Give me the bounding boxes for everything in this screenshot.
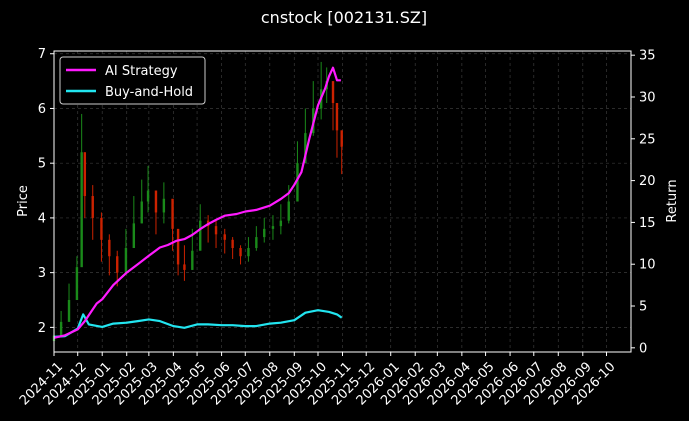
candle-body	[214, 226, 218, 235]
price-candle	[279, 204, 283, 235]
candle-body	[340, 130, 343, 147]
candle-body	[183, 264, 186, 270]
y-left-tick-label: 2	[38, 321, 46, 336]
candle-body	[335, 102, 339, 131]
price-candle	[340, 130, 343, 175]
legend: AI Strategy Buy-and-Hold	[59, 56, 206, 105]
legend-box	[59, 56, 206, 105]
candle-body	[247, 248, 250, 257]
price-candle	[206, 215, 210, 243]
candle-body	[304, 133, 307, 164]
price-candle	[91, 185, 94, 240]
candle-body	[124, 248, 128, 273]
price-candle	[59, 310, 63, 336]
price-candle	[296, 141, 299, 202]
price-candle	[83, 152, 87, 218]
candle-body	[132, 223, 136, 249]
price-candle	[271, 215, 275, 240]
candle-body	[263, 228, 266, 238]
y-right-tick-label: 0	[639, 341, 647, 356]
y-axis-right: 0 5 10 15 20 25 30 35	[631, 49, 656, 356]
price-candle	[124, 228, 128, 273]
candle-body	[162, 198, 166, 213]
price-candle	[75, 256, 79, 301]
y-right-tick-label: 15	[639, 216, 656, 231]
price-candle	[214, 220, 218, 249]
y-axis-right-label: Return	[665, 179, 680, 222]
candle-body	[80, 152, 83, 268]
candle-body	[239, 248, 242, 257]
candle-body	[191, 250, 194, 270]
y-left-tick-label: 5	[38, 157, 46, 172]
y-left-tick-label: 7	[38, 47, 46, 62]
candle-body	[154, 190, 158, 213]
candle-body	[199, 220, 202, 251]
legend-label-ai-strategy: AI Strategy	[105, 64, 178, 79]
candle-body	[83, 152, 87, 197]
candle-body	[91, 196, 94, 218]
y-right-tick-label: 30	[639, 90, 656, 105]
legend-label-buy-and-hold: Buy-and-Hold	[105, 85, 193, 100]
y-left-tick-label: 6	[38, 102, 46, 117]
candle-body	[255, 237, 258, 249]
grid	[53, 51, 631, 352]
y-right-tick-label: 25	[639, 132, 656, 147]
y-left-tick-label: 3	[38, 266, 46, 281]
ai-strategy-line	[53, 66, 341, 339]
candle-body	[176, 228, 180, 265]
y-right-tick-label: 5	[639, 300, 647, 315]
candle-body	[67, 300, 71, 322]
candle-body	[287, 201, 290, 221]
price-candle	[140, 179, 143, 224]
series-lines	[53, 66, 343, 339]
candle-body	[59, 321, 63, 336]
candle-body	[116, 256, 119, 273]
price-candle	[255, 226, 258, 251]
candle-body	[140, 201, 143, 224]
y-right-tick-label: 35	[639, 49, 656, 64]
price-candle	[154, 190, 158, 235]
price-candle	[231, 237, 234, 259]
candle-body	[279, 220, 283, 227]
candle-body	[331, 81, 335, 103]
price-candle	[239, 245, 242, 265]
y-right-tick-label: 10	[639, 258, 656, 273]
candle-body	[75, 267, 79, 301]
candle-body	[296, 163, 299, 202]
chart-title: cnstock [002131.SZ]	[261, 8, 427, 27]
candle-body	[171, 198, 174, 229]
y-left-tick-label: 4	[38, 211, 46, 226]
x-axis: 2024-112024-122025-012025-022025-032025-…	[17, 352, 619, 408]
price-candle	[162, 182, 166, 224]
price-candle	[335, 102, 339, 158]
candle-body	[223, 234, 226, 240]
candle-body	[146, 190, 150, 202]
price-candle	[331, 81, 335, 131]
candle-body	[100, 217, 103, 240]
buy-and-hold-line	[53, 309, 343, 338]
price-candle	[176, 228, 180, 276]
price-candle	[132, 196, 136, 249]
price-candle	[100, 212, 103, 262]
price-candle	[80, 113, 83, 268]
candle-body	[108, 239, 111, 257]
candle-body	[231, 239, 234, 249]
price-candle	[67, 283, 71, 322]
price-candle	[183, 245, 186, 281]
price-candle	[108, 234, 111, 276]
price-candle	[146, 165, 150, 213]
price-candle	[263, 217, 266, 243]
price-candle	[319, 61, 323, 120]
y-axis-left: 2 3 4 5 6 7	[38, 47, 54, 336]
candle-body	[271, 226, 275, 229]
y-right-tick-label: 20	[639, 174, 656, 189]
y-axis-left-label: Price	[16, 185, 31, 217]
price-candle	[199, 204, 202, 251]
price-candle	[247, 237, 250, 262]
price-candle	[223, 228, 226, 254]
